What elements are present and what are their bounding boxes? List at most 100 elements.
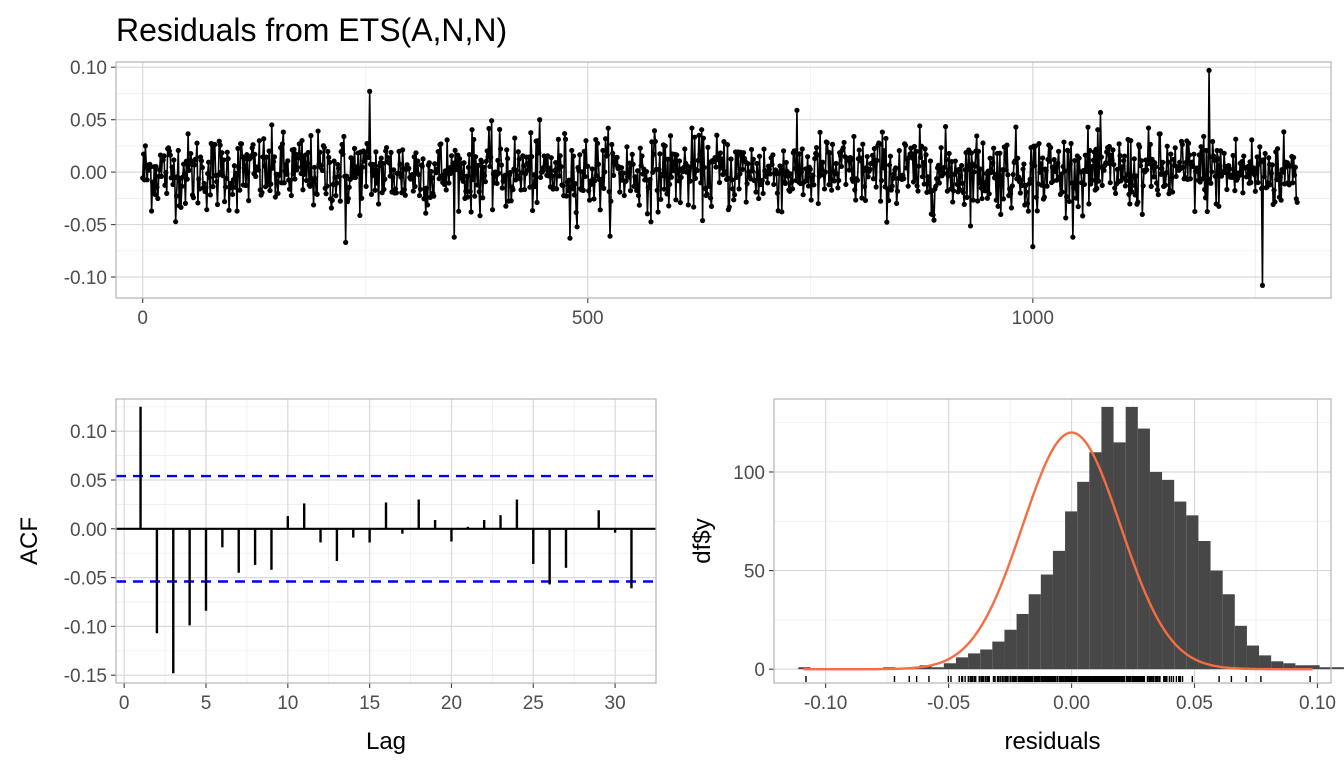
residual-point <box>487 163 493 170</box>
residual-point <box>451 234 457 240</box>
residual-point <box>887 153 894 159</box>
residual-point <box>503 203 509 209</box>
residual-point <box>429 175 435 181</box>
residual-point <box>329 197 335 203</box>
residual-point <box>713 164 719 170</box>
residual-point <box>167 152 173 158</box>
residual-point <box>179 183 185 189</box>
residual-point <box>1128 138 1134 144</box>
residual-point <box>319 162 325 169</box>
residual-point <box>677 199 683 206</box>
residual-point <box>705 144 711 150</box>
residual-point <box>1168 151 1174 157</box>
residual-point <box>805 183 812 189</box>
residual-point <box>1173 173 1179 180</box>
histogram-bar <box>1271 661 1284 670</box>
residual-point <box>1239 159 1245 165</box>
residual-point <box>967 223 974 229</box>
residual-point <box>1249 137 1255 143</box>
residual-point <box>964 194 970 200</box>
residual-point <box>267 187 273 194</box>
histogram-bar <box>943 663 956 670</box>
residual-point <box>1039 182 1045 188</box>
histogram-bar <box>1040 574 1053 670</box>
residual-point <box>426 160 432 166</box>
residual-point <box>373 149 379 155</box>
acf-y-tick-label: -0.10 <box>64 617 107 638</box>
residual-point <box>1252 188 1258 194</box>
residual-point <box>846 167 853 173</box>
residual-point <box>486 125 492 132</box>
residual-point <box>226 207 232 213</box>
residual-point <box>409 172 416 178</box>
residual-point <box>450 160 456 166</box>
residual-point <box>721 139 727 145</box>
residual-point <box>1095 127 1101 133</box>
residual-point <box>482 179 488 185</box>
residual-point <box>1280 169 1286 175</box>
residual-point <box>1081 181 1088 187</box>
residual-point <box>1240 190 1246 196</box>
residual-point <box>726 204 732 210</box>
residual-point <box>621 192 627 199</box>
residual-point <box>736 186 742 192</box>
residual-point <box>780 148 787 154</box>
residual-point <box>835 185 841 191</box>
residual-point <box>1114 166 1120 173</box>
residual-point <box>393 190 399 196</box>
residual-point <box>643 168 650 175</box>
residual-point <box>1200 176 1206 182</box>
residual-point <box>309 180 315 186</box>
residual-point <box>617 189 623 195</box>
residual-point <box>771 181 777 188</box>
residual-point <box>843 181 849 188</box>
residual-point <box>521 186 528 193</box>
residual-point <box>1202 195 1209 201</box>
histogram-panel-border <box>773 398 1332 684</box>
residual-point <box>183 158 189 164</box>
residual-point <box>378 155 384 161</box>
residual-point <box>560 183 566 189</box>
residual-point <box>979 195 985 202</box>
residual-point <box>246 198 252 204</box>
histogram-panel: -0.10 -0.05 0.00 0.05 0.10 0 50 100 residuals df$… <box>689 398 1344 755</box>
histogram-y-axis-title: df$y <box>689 518 716 563</box>
residual-point <box>586 188 592 194</box>
residual-point <box>569 147 575 154</box>
residual-point <box>1169 189 1176 195</box>
residual-point <box>505 155 511 162</box>
residual-point <box>1145 125 1152 131</box>
residual-point <box>144 177 150 183</box>
histogram-bar <box>1101 406 1114 670</box>
residual-point <box>431 193 437 199</box>
residual-point <box>261 136 267 142</box>
residual-point <box>173 219 179 225</box>
residual-point <box>149 208 155 214</box>
residual-point <box>588 181 594 187</box>
residual-point <box>195 200 201 206</box>
residuals-panel-border <box>115 61 1332 299</box>
residual-point <box>950 188 957 194</box>
residual-point <box>629 151 635 157</box>
residual-point <box>865 174 871 180</box>
residual-point <box>981 184 987 190</box>
histogram-x-axis-title: residuals <box>1004 728 1100 755</box>
residual-point <box>754 160 760 167</box>
residual-point <box>916 163 922 169</box>
residual-point <box>942 164 948 170</box>
residual-point <box>572 181 578 187</box>
residual-point <box>999 173 1005 179</box>
residual-point <box>756 153 763 159</box>
residual-point <box>367 88 373 94</box>
density-curve <box>803 431 1313 671</box>
residual-point <box>406 165 412 171</box>
residual-point <box>516 156 522 162</box>
residual-point <box>799 146 805 152</box>
residual-point <box>415 158 421 164</box>
residual-point <box>945 173 951 179</box>
residual-point <box>918 154 924 161</box>
residual-point <box>894 188 901 194</box>
residual-point <box>253 173 259 180</box>
residual-point <box>232 184 238 190</box>
residual-point <box>918 143 925 149</box>
